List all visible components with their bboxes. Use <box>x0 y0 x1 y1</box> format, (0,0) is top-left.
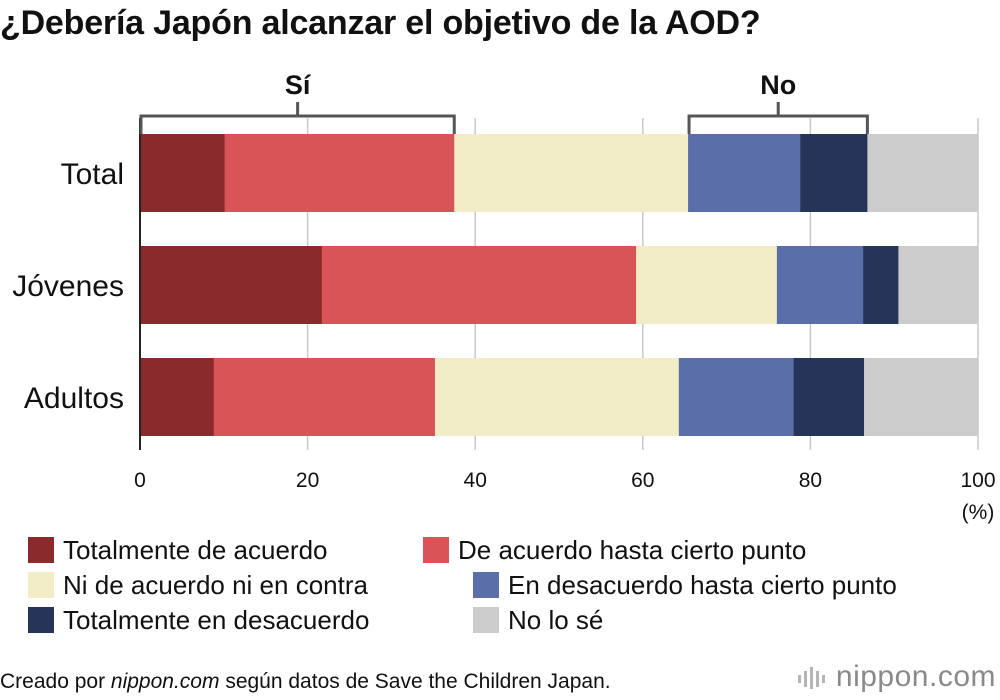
bar-segment <box>793 358 865 436</box>
bracket-label: No <box>760 70 796 100</box>
stacked-bar-chart: Total Jóvenes Adultos 0 20 40 60 80 100 (%) Sí No <box>12 70 995 524</box>
legend-label: Ni de acuerdo ni en contra <box>63 569 368 600</box>
bracket-label: Sí <box>285 70 312 100</box>
category-label: Adultos <box>24 382 124 415</box>
category-label: Jóvenes <box>12 270 124 303</box>
axis-unit-label: (%) <box>962 501 995 524</box>
legend-swatch <box>473 572 499 598</box>
chart-title: ¿Debería Japón alcanzar el objetivo de l… <box>0 4 761 42</box>
bar-segment <box>688 134 801 212</box>
bracket <box>139 114 456 134</box>
legend-swatch <box>28 537 54 563</box>
tick-label: 60 <box>631 469 654 492</box>
tick-label: 0 <box>134 469 146 492</box>
bar-segment <box>678 358 795 436</box>
legend-swatch <box>28 572 54 598</box>
bar-segment <box>434 358 680 436</box>
bracket <box>687 114 869 134</box>
bar-segment <box>213 358 436 436</box>
legend-label: No lo sé <box>508 604 604 635</box>
bar-segment <box>140 246 323 324</box>
brand-logo: nippon.com <box>796 660 996 694</box>
brand-text: nippon.com <box>835 660 996 693</box>
tick-label: 100 <box>960 469 995 492</box>
bar-segment <box>140 358 215 436</box>
legend-label: De acuerdo hasta cierto punto <box>458 534 807 565</box>
bar-segment <box>321 246 637 324</box>
bar-segment <box>864 358 979 436</box>
legend-label: Totalmente de acuerdo <box>63 534 328 565</box>
brand-bars-icon <box>797 667 825 689</box>
legend-item: Totalmente en desacuerdo <box>28 605 369 635</box>
legend-swatch <box>423 537 449 563</box>
legend-item: En desacuerdo hasta cierto punto <box>473 570 897 600</box>
source-site: nippon.com <box>110 670 220 693</box>
category-label: Total <box>61 158 124 191</box>
bar-segment <box>224 134 455 212</box>
tick-label: 40 <box>464 469 487 492</box>
legend-label: En desacuerdo hasta cierto punto <box>508 569 897 600</box>
legend-label: Totalmente en desacuerdo <box>63 604 370 635</box>
tick-label: 80 <box>799 469 822 492</box>
legend-item: No lo sé <box>473 605 603 635</box>
tick-label: 20 <box>296 469 319 492</box>
legend-item: Totalmente de acuerdo <box>28 535 328 565</box>
source-note: Creado por nippon.com según datos de Sav… <box>0 670 611 693</box>
bar-segment <box>863 246 899 324</box>
bar-segment <box>776 246 864 324</box>
legend-swatch <box>473 607 499 633</box>
bar-segment <box>867 134 979 212</box>
bar-segment <box>454 134 689 212</box>
bar-segment <box>636 246 778 324</box>
bar-segment <box>898 246 979 324</box>
legend-swatch <box>28 607 54 633</box>
legend-item: De acuerdo hasta cierto punto <box>423 535 806 565</box>
bar-segment <box>140 134 226 212</box>
legend-item: Ni de acuerdo ni en contra <box>28 570 368 600</box>
bar-segment <box>800 134 868 212</box>
